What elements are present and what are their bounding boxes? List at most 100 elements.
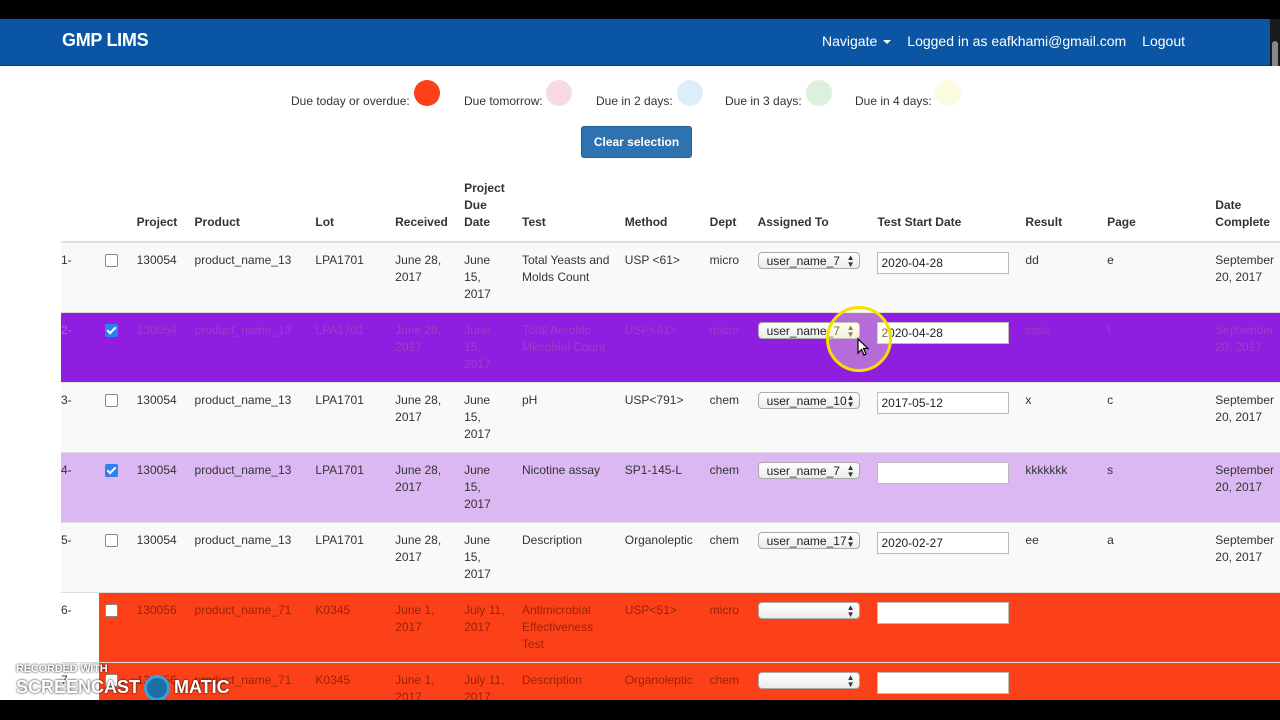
date-complete-cell xyxy=(1209,662,1280,700)
product-cell: product_name_71 xyxy=(188,662,310,700)
date-complete-cell: September 20, 2017 xyxy=(1209,241,1280,313)
received-cell: June 28, 2017 xyxy=(389,382,459,453)
legend-dot-4days xyxy=(935,80,961,106)
scroll-thumb[interactable] xyxy=(1272,41,1278,71)
logged-in-link[interactable]: Logged in as eafkhami@gmail.com xyxy=(907,33,1127,49)
table-row: 1- 130054 product_name_13 LPA1701 June 28, 2… xyxy=(61,241,1280,313)
row-select-checkbox[interactable] xyxy=(104,394,118,407)
header-dept[interactable]: Dept xyxy=(703,176,752,243)
assigned-to-dropdown[interactable]: ▲ ▼ xyxy=(757,672,860,689)
assigned-to-dropdown[interactable]: ▲ ▼ xyxy=(757,602,860,619)
lot-cell: LPA1701 xyxy=(309,241,390,313)
page-cell: f xyxy=(1101,312,1210,383)
logout-link[interactable]: Logout xyxy=(1142,33,1185,49)
header-lot[interactable]: Lot xyxy=(309,176,390,243)
header-received[interactable]: Received xyxy=(389,176,459,243)
test-cell: Description xyxy=(516,522,619,593)
row-checkbox xyxy=(98,522,131,593)
test-start-date-field[interactable] xyxy=(877,672,1010,694)
row-select-checkbox[interactable] xyxy=(104,254,118,267)
assigned-to-dropdown[interactable]: user_name_10 ▲ ▼ xyxy=(757,392,860,409)
lot-cell: LPA1701 xyxy=(309,382,390,453)
assigned-to-select: ▲ ▼ xyxy=(751,662,872,700)
legend-label-2days: Due in 2 days: xyxy=(596,94,673,108)
brand-logo[interactable]: GMP LIMS xyxy=(62,30,149,50)
row-select-checkbox[interactable] xyxy=(104,604,118,617)
received-cell: June 1, 2017 xyxy=(389,662,459,700)
screencast-watermark: RECORDED WITH SCREENCAST MATIC xyxy=(16,663,230,701)
assigned-to-select: user_name_10 ▲ ▼ xyxy=(751,382,872,453)
cursor-highlight xyxy=(826,306,892,372)
header-date-complete[interactable]: Date Complete xyxy=(1209,176,1280,243)
row-select-checkbox[interactable] xyxy=(104,464,118,477)
navbar: GMP LIMS Navigate Logged in as eafkhami@… xyxy=(0,19,1270,66)
assigned-to-dropdown[interactable]: user_name_7 ▲ ▼ xyxy=(757,462,860,479)
assigned-to-dropdown[interactable]: user_name_17 ▲ ▼ xyxy=(757,532,860,549)
lot-cell: K0345 xyxy=(309,662,390,700)
due-legend: Due today or overdue: Due tomorrow: Due … xyxy=(0,80,1280,114)
result-cell: kkkkkkk xyxy=(1019,452,1102,523)
header-select xyxy=(98,176,131,243)
method-cell: SP1-145-L xyxy=(618,452,704,523)
lot-cell: LPA1701 xyxy=(309,312,390,383)
row-checkbox xyxy=(98,312,131,383)
table-row: 5- 130054 product_name_13 LPA1701 June 28, 2… xyxy=(61,522,1280,593)
row-index: 6- xyxy=(61,592,99,663)
test-start-date-field[interactable]: 2017-05-12 xyxy=(877,392,1010,414)
row-index: 4- xyxy=(61,452,99,523)
header-product[interactable]: Product xyxy=(188,176,310,243)
method-cell: USP<791> xyxy=(618,382,704,453)
mouse-cursor-icon xyxy=(857,338,870,356)
test-start-date-input xyxy=(871,662,1020,700)
product-cell: product_name_71 xyxy=(188,592,310,663)
header-test-start-date[interactable]: Test Start Date xyxy=(871,176,1020,243)
row-index: 3- xyxy=(61,382,99,453)
table-row: 3- 130054 product_name_13 LPA1701 June 28, 2… xyxy=(61,382,1280,453)
test-cell: Description xyxy=(516,662,619,700)
row-checkbox xyxy=(98,452,131,523)
row-select-checkbox[interactable] xyxy=(104,324,118,337)
test-start-date-field[interactable]: 2020-02-27 xyxy=(877,532,1010,554)
header-project-due-date[interactable]: Project Due Date xyxy=(458,176,516,243)
test-start-date-field[interactable]: 2020-04-28 xyxy=(877,252,1010,274)
lot-cell: LPA1701 xyxy=(309,522,390,593)
select-arrows-icon: ▲ ▼ xyxy=(846,393,855,409)
header-assigned-to[interactable]: Assigned To xyxy=(751,176,872,243)
page-cell: c xyxy=(1101,382,1210,453)
assigned-to-value: user_name_10 xyxy=(766,394,847,408)
navigate-dropdown[interactable]: Navigate xyxy=(822,33,892,49)
header-result[interactable]: Result xyxy=(1019,176,1102,243)
project-cell: 130054 xyxy=(130,241,189,313)
test-start-date-input: 2017-05-12 xyxy=(871,382,1020,453)
date-complete-cell xyxy=(1209,592,1280,663)
table-row: 4- 130054 product_name_13 LPA1701 June 28, 2… xyxy=(61,452,1280,523)
test-start-date-field[interactable] xyxy=(877,602,1010,624)
select-arrows-icon: ▲ ▼ xyxy=(846,603,855,619)
row-select-checkbox[interactable] xyxy=(104,674,118,687)
header-test[interactable]: Test xyxy=(516,176,619,243)
dept-cell: micro xyxy=(703,312,752,383)
header-project[interactable]: Project xyxy=(130,176,189,243)
assigned-to-value: user_name_7 xyxy=(766,324,840,338)
method-cell: USP<61> xyxy=(618,312,704,383)
due-date-cell: June 15, 2017 xyxy=(458,241,516,313)
test-start-date-field[interactable] xyxy=(877,462,1010,484)
test-cell: Total Yeasts and Molds Count xyxy=(516,241,619,313)
header-method[interactable]: Method xyxy=(618,176,704,243)
method-cell: Organoleptic xyxy=(618,662,704,700)
main-content: Due today or overdue: Due tomorrow: Due … xyxy=(0,66,1280,700)
test-start-date-field[interactable]: 2020-04-28 xyxy=(877,322,1010,344)
row-select-checkbox[interactable] xyxy=(104,534,118,547)
header-page[interactable]: Page xyxy=(1101,176,1210,243)
project-cell: 130054 xyxy=(130,452,189,523)
received-cell: June 28, 2017 xyxy=(389,522,459,593)
project-cell: 130056 xyxy=(130,592,189,663)
caret-down-icon xyxy=(883,40,892,45)
clear-selection-button[interactable]: Clear selection xyxy=(581,126,692,158)
lot-cell: LPA1701 xyxy=(309,452,390,523)
row-index: 1- xyxy=(61,241,99,313)
date-complete-cell: September 20, 2017 xyxy=(1209,312,1280,383)
assigned-to-dropdown[interactable]: user_name_7 ▲ ▼ xyxy=(757,252,860,269)
navigate-label: Navigate xyxy=(822,33,878,49)
test-cell: Total Aerobic Microbial Count xyxy=(516,312,619,383)
